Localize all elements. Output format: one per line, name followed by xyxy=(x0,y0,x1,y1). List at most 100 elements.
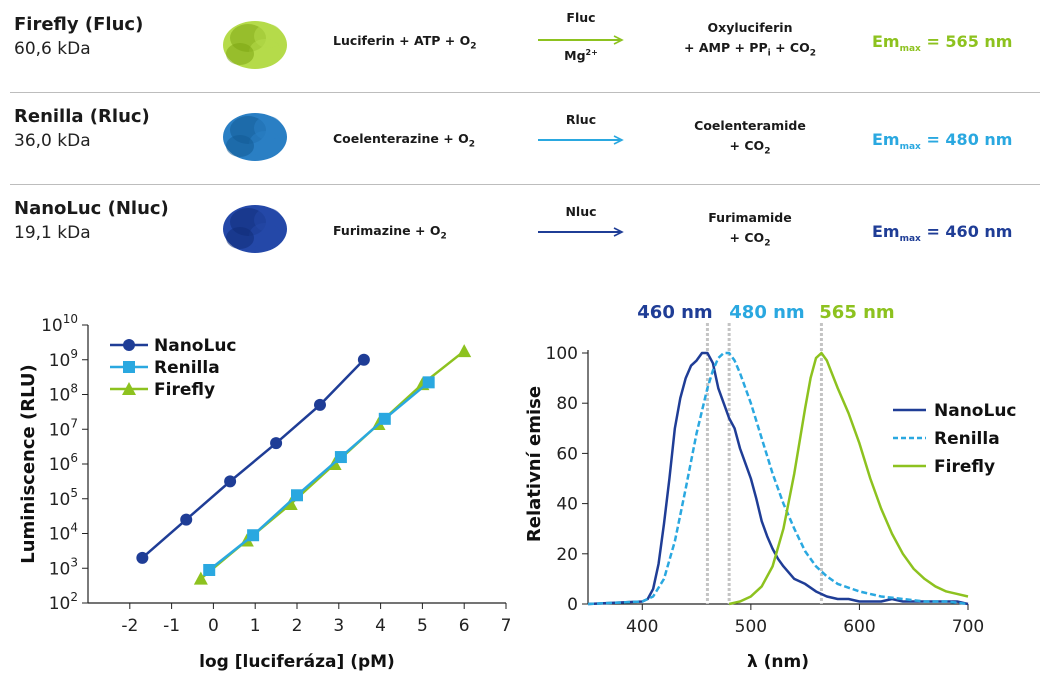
em-subscript: max xyxy=(899,142,921,153)
x-tick-label: 7 xyxy=(501,616,512,636)
x-tick-label: 5 xyxy=(417,616,428,636)
data-point-nanoluc xyxy=(224,475,237,488)
em-label: Em xyxy=(872,222,900,241)
product-line1: Furimamide xyxy=(708,210,792,225)
data-point-renilla xyxy=(247,529,260,542)
substrate-subscript: 2 xyxy=(468,139,475,150)
substrate-text: Luciferin + ATP + O xyxy=(333,33,471,48)
legend-marker xyxy=(122,382,136,395)
data-point-nanoluc xyxy=(357,353,370,366)
product: Coelenteramide + CO2 xyxy=(660,116,840,162)
enzyme-name: Firefly (Fluc) xyxy=(14,14,144,35)
substrate: Luciferin + ATP + O2 xyxy=(333,33,476,52)
y-tick-label: 107 xyxy=(49,416,78,440)
em-label: Em xyxy=(872,130,900,149)
enzyme-label: Nluc xyxy=(565,204,597,219)
data-point-renilla xyxy=(422,376,435,389)
protein-structure-icon xyxy=(223,205,287,253)
x-axis-title: log [luciferáza] (pM) xyxy=(199,652,395,672)
product: Furimamide + CO2 xyxy=(660,208,840,254)
product-subscript: 2 xyxy=(764,238,771,249)
legend-label: Renilla xyxy=(934,429,1000,449)
peak-label: 565 nm xyxy=(819,302,894,323)
x-tick-label: 500 xyxy=(735,617,767,637)
x-tick-label: 600 xyxy=(843,617,875,637)
legend-label: NanoLuc xyxy=(154,336,237,356)
cofactor-text: Mg xyxy=(564,48,586,64)
data-point-nanoluc xyxy=(180,513,193,526)
reaction-arrow: Fluc Mg2+ xyxy=(536,0,626,92)
y-tick-label: 103 xyxy=(49,555,78,579)
data-point-renilla xyxy=(334,451,347,464)
y-tick-label: 0 xyxy=(567,595,578,615)
substrate-text: Furimazine + O xyxy=(333,223,441,238)
data-point-nanoluc xyxy=(313,398,326,411)
x-tick-label: -1 xyxy=(163,616,180,636)
x-tick-label: 2 xyxy=(292,616,303,636)
em-value: = 565 nm xyxy=(920,32,1013,51)
protein-structure-icon xyxy=(223,113,287,161)
y-tick-label: 40 xyxy=(556,495,578,515)
series-line-renilla xyxy=(208,381,430,571)
data-point-renilla xyxy=(291,489,303,502)
row-divider xyxy=(10,184,1040,185)
series-line-nanoluc xyxy=(141,358,365,559)
spectrum-line-nanoluc xyxy=(587,351,969,606)
y-tick-label: 106 xyxy=(49,451,78,475)
x-tick-label: 3 xyxy=(333,616,344,636)
product-line2: + CO2 xyxy=(660,136,840,162)
peak-label: 460 nm xyxy=(637,302,712,323)
enzyme-name: NanoLuc (Nluc) xyxy=(14,198,169,219)
data-point-renilla xyxy=(378,412,391,425)
x-tick-label: 1 xyxy=(250,616,261,636)
em-subscript: max xyxy=(899,44,921,55)
substrate-subscript: 2 xyxy=(470,41,477,52)
y-tick-label: 102 xyxy=(49,590,78,614)
molecular-mass: 60,6 kDa xyxy=(14,39,91,59)
enzyme-name: Renilla (Rluc) xyxy=(14,106,150,127)
legend-marker xyxy=(123,361,135,373)
product-line1: Coelenteramide xyxy=(694,118,806,133)
y-tick-label: 20 xyxy=(556,545,578,565)
arrow-icon xyxy=(538,135,624,145)
reaction-arrow: Nluc xyxy=(536,184,626,276)
em-label: Em xyxy=(872,32,900,51)
spectrum-line-renilla xyxy=(587,351,969,606)
product-subscript: 2 xyxy=(764,146,771,157)
enzyme-label: Fluc xyxy=(566,10,596,25)
y-tick-label: 60 xyxy=(556,444,578,464)
substrate: Furimazine + O2 xyxy=(333,223,447,242)
data-point-firefly xyxy=(283,496,298,510)
x-tick-label: 700 xyxy=(952,617,984,637)
y-tick-label: 1010 xyxy=(41,312,78,336)
y-axis-title: Relativní emise xyxy=(524,386,545,542)
y-tick-label: 105 xyxy=(49,486,78,510)
em-value: = 480 nm xyxy=(920,130,1013,149)
y-tick-label: 104 xyxy=(49,521,78,545)
y-axis-title: Luminiscence (RLU) xyxy=(18,364,39,564)
molecular-mass: 19,1 kDa xyxy=(14,223,91,243)
legend-label: Renilla xyxy=(154,358,220,378)
product-text: + CO xyxy=(729,138,765,153)
arrow-icon xyxy=(538,227,624,237)
legend-label: Firefly xyxy=(934,457,995,477)
legend-label: Firefly xyxy=(154,380,215,400)
x-tick-label: 6 xyxy=(459,616,470,636)
x-tick-label: 4 xyxy=(375,616,386,636)
product: Oxyluciferin + AMP + PPi + CO2 xyxy=(660,18,840,64)
x-axis-title: λ (nm) xyxy=(747,652,809,672)
substrate-text: Coelenterazine + O xyxy=(333,131,469,146)
product-subscript: 2 xyxy=(809,48,816,59)
legend-label: NanoLuc xyxy=(934,401,1017,421)
emission-max: Emmax = 460 nm xyxy=(872,222,1012,244)
data-point-nanoluc xyxy=(270,437,283,450)
cofactor-label: Mg2+ xyxy=(536,48,626,63)
data-point-nanoluc xyxy=(136,551,149,564)
product-text-b: + CO xyxy=(770,40,810,55)
reaction-row: NanoLuc (Nluc) 19,1 kDa Furimazine + O2 Nlu… xyxy=(0,184,1051,276)
y-tick-label: 100 xyxy=(546,344,578,364)
emission-max: Emmax = 480 nm xyxy=(872,130,1012,152)
reaction-row: Renilla (Rluc) 36,0 kDa Coelenterazine + O… xyxy=(0,92,1051,184)
legend-marker xyxy=(123,339,135,351)
